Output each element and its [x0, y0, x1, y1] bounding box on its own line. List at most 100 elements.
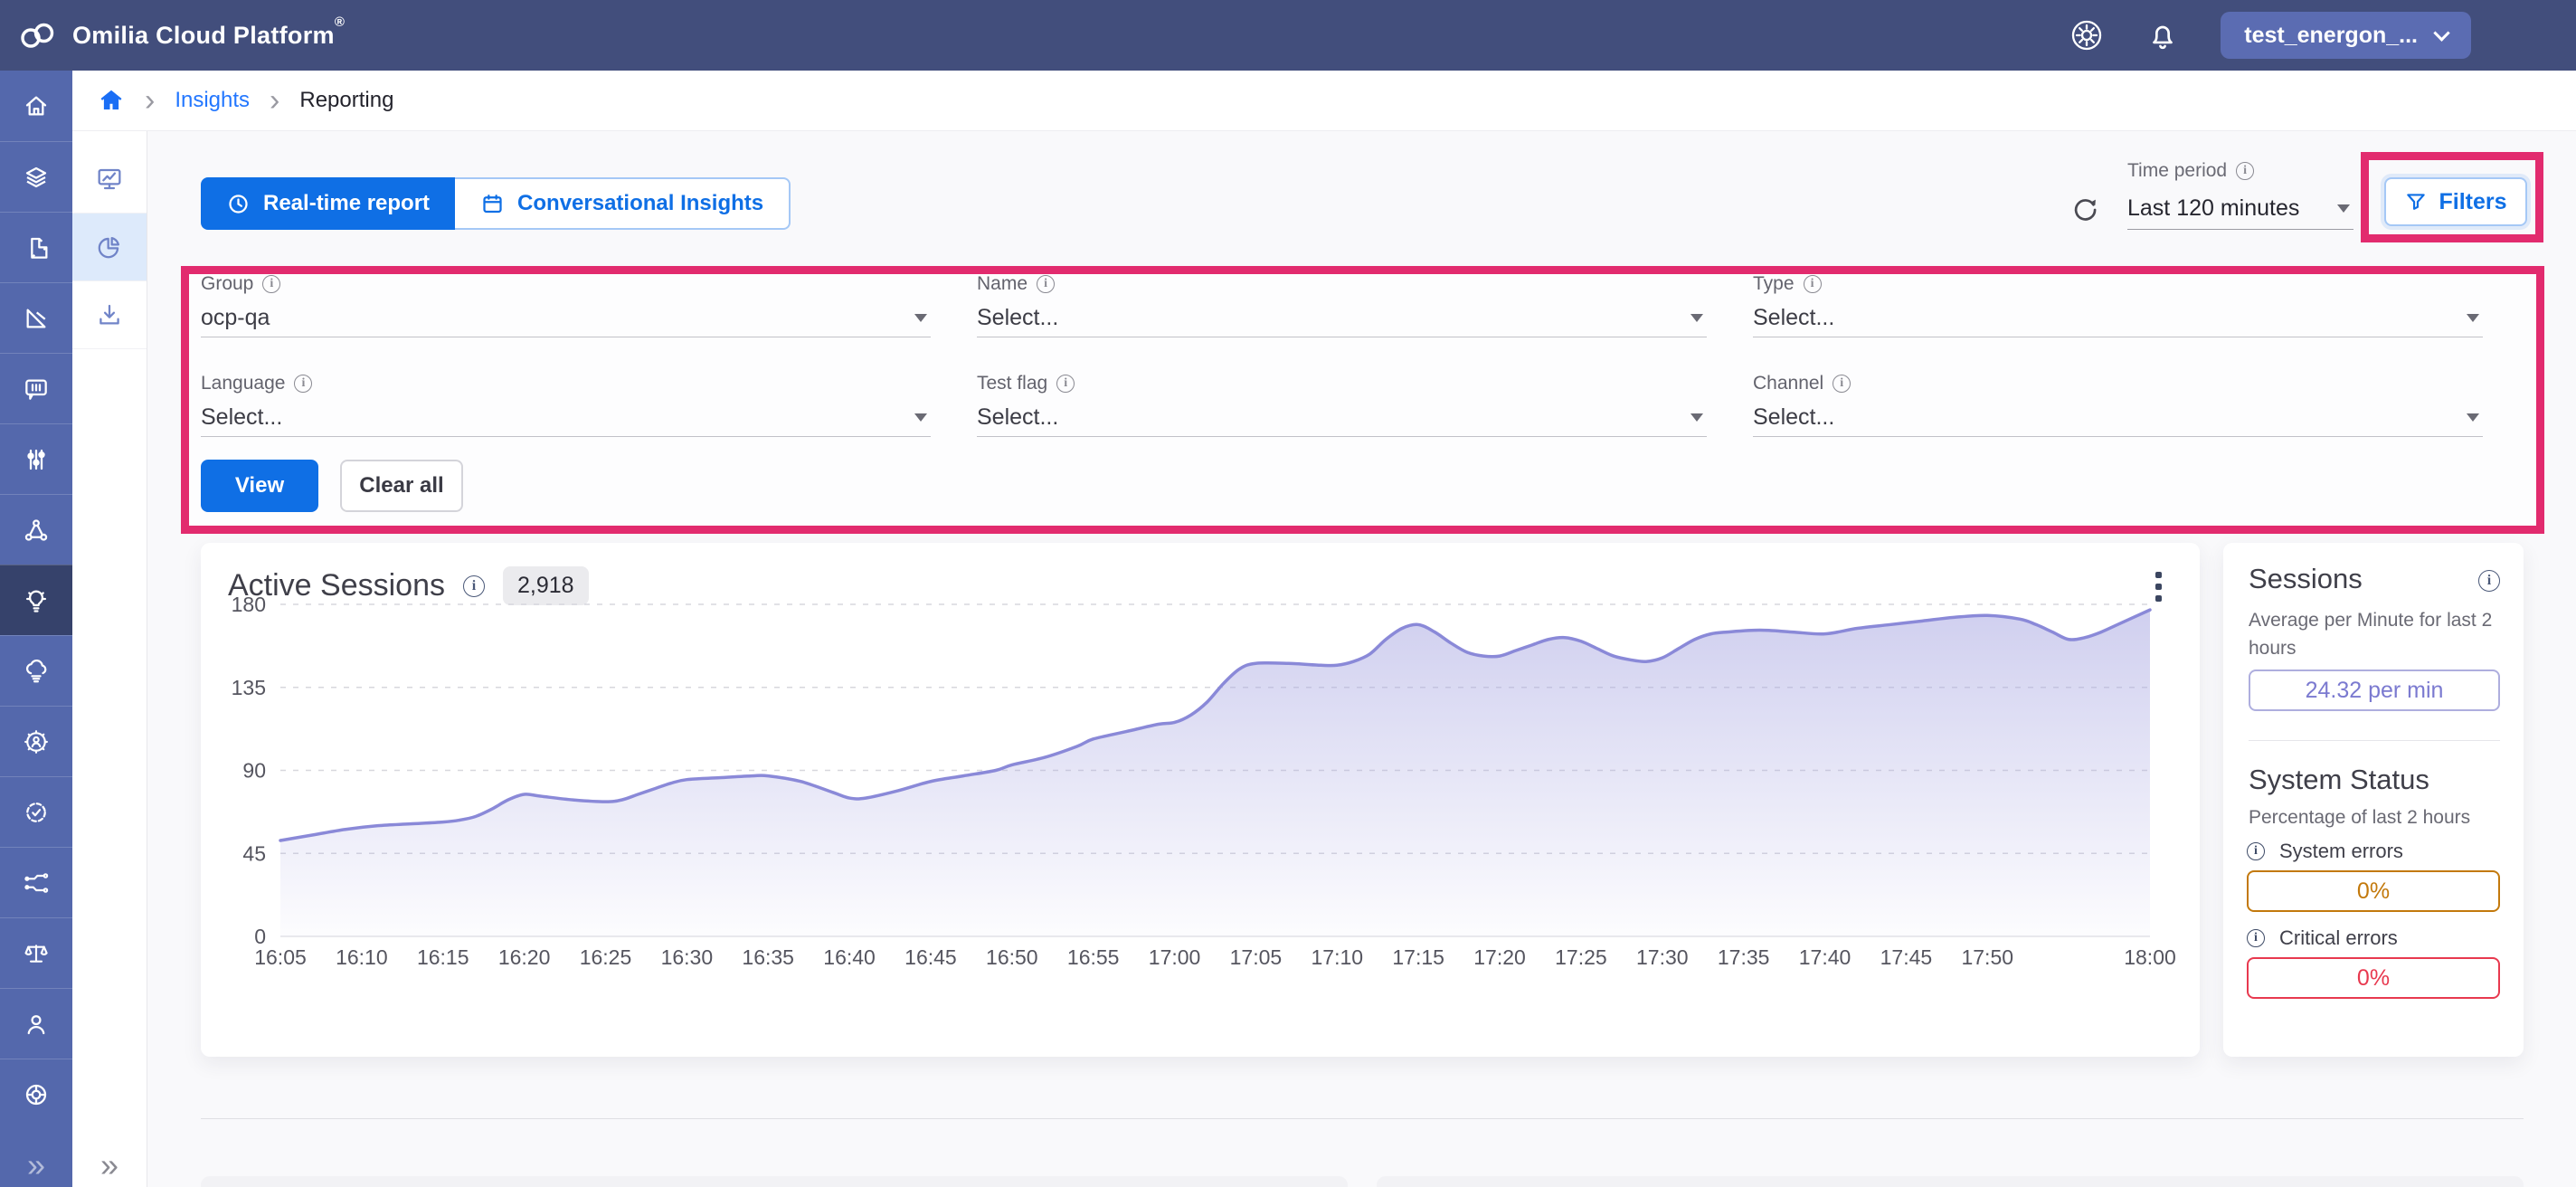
sidebar-item-insights[interactable] — [0, 565, 72, 635]
brand-title: Omilia Cloud Platform® — [72, 14, 346, 49]
group-select[interactable]: ocp-qa — [201, 302, 931, 337]
view-button[interactable]: View — [201, 460, 318, 512]
sidebar-item-support[interactable] — [0, 1059, 72, 1129]
breadcrumb: Insights Reporting — [72, 71, 2576, 131]
select-caret-icon — [2337, 204, 2350, 213]
sidebar-item-cloud-services[interactable] — [0, 635, 72, 706]
svg-text:16:55: 16:55 — [1067, 945, 1120, 969]
info-icon[interactable] — [1833, 375, 1852, 393]
info-icon[interactable] — [262, 275, 281, 293]
active-sessions-card: Active Sessions 2,918 0 45 90 135 180 16:05 16… — [201, 543, 2200, 1057]
tab-real-time-report[interactable]: Real-time report — [201, 177, 456, 230]
svg-text:17:45: 17:45 — [1880, 945, 1933, 969]
conversation-icon — [25, 379, 47, 400]
total-sessions-badge: 2,918 — [503, 566, 589, 605]
filter-field-test-flag: Test flag Select... — [977, 373, 1707, 437]
channel-select[interactable]: Select... — [1753, 402, 2483, 437]
sidebar-item-integrations[interactable] — [0, 847, 72, 917]
refresh-icon[interactable] — [2069, 194, 2101, 226]
sidebar-item-reporting[interactable] — [72, 214, 147, 281]
breadcrumb-link-insights[interactable]: Insights — [175, 88, 251, 112]
clear-all-button[interactable]: Clear all — [340, 460, 463, 512]
section-divider — [201, 1118, 2524, 1119]
test-flag-select[interactable]: Select... — [977, 402, 1707, 437]
name-select[interactable]: Select... — [977, 302, 1707, 337]
brand: Omilia Cloud Platform® — [16, 14, 346, 51]
time-period-control: Time period Last 120 minutes — [2127, 160, 2353, 230]
badge-check-icon — [26, 802, 46, 822]
critical-errors-row: Critical errors — [2247, 926, 2398, 950]
secondary-sidebar — [72, 131, 147, 1187]
report-tabs: Real-time report Conversational Insights — [201, 177, 791, 230]
sidebar-item-layers[interactable] — [0, 141, 72, 212]
language-select[interactable]: Select... — [201, 402, 931, 437]
topbar: Omilia Cloud Platform® test_energon_... — [0, 0, 2576, 71]
filter-field-name: Name Select... — [977, 273, 1707, 337]
sidebar-item-tuning[interactable] — [0, 423, 72, 494]
primary-rail-collapse-icon[interactable] — [0, 1149, 72, 1182]
sidebar-item-conversations[interactable] — [0, 353, 72, 423]
insights-bulb-icon — [26, 589, 46, 612]
download-icon — [99, 304, 119, 325]
svg-text:16:05: 16:05 — [254, 945, 307, 969]
average-per-min-value: 24.32 per min — [2249, 669, 2500, 711]
svg-text:16:50: 16:50 — [986, 945, 1038, 969]
info-icon[interactable] — [1056, 375, 1075, 393]
active-sessions-chart: 0 45 90 135 180 16:05 16:10 16:15 16:20 16:25 16:3… — [232, 597, 2176, 969]
chart-title: Active Sessions — [228, 568, 445, 603]
filters-panel — [181, 266, 2544, 534]
home-icon[interactable] — [98, 87, 125, 114]
tenant-name: test_energon_... — [2244, 22, 2418, 48]
settings-gear-icon[interactable] — [2069, 17, 2105, 53]
calendar-icon — [483, 194, 502, 213]
home-icon — [25, 96, 47, 116]
info-icon[interactable] — [2236, 162, 2255, 180]
filters-button[interactable]: Filters — [2384, 177, 2527, 226]
sidebar-item-compliance[interactable] — [0, 917, 72, 988]
notifications-bell-icon[interactable] — [2145, 17, 2181, 53]
svg-text:17:25: 17:25 — [1555, 945, 1607, 969]
critical-errors-value: 0% — [2247, 957, 2500, 999]
info-icon[interactable] — [1037, 275, 1056, 293]
select-caret-icon — [914, 313, 927, 322]
info-icon[interactable] — [2247, 842, 2265, 860]
info-icon[interactable] — [463, 575, 485, 597]
select-caret-icon — [2467, 413, 2479, 422]
time-period-select[interactable]: Last 120 minutes — [2127, 195, 2353, 230]
sidebar-item-pipeline[interactable] — [0, 212, 72, 282]
info-icon[interactable] — [2478, 570, 2500, 592]
sessions-subtitle: Average per Minute for last 2 hours — [2249, 610, 2493, 659]
svg-text:18:00: 18:00 — [2124, 945, 2176, 969]
sidebar-item-quality[interactable] — [0, 776, 72, 847]
system-status-title: System Status — [2249, 764, 2429, 795]
sidebar-item-design-tools[interactable] — [0, 282, 72, 353]
sidebar-item-profile[interactable] — [0, 988, 72, 1059]
info-icon[interactable] — [1803, 275, 1822, 293]
sidebar-item-dashboard[interactable] — [72, 146, 147, 214]
network-icon — [24, 518, 48, 541]
tenant-selector[interactable]: test_energon_... — [2221, 12, 2471, 59]
secondary-rail-collapse-icon[interactable] — [72, 1149, 147, 1182]
system-status-subtitle: Percentage of last 2 hours — [2249, 807, 2471, 828]
type-select[interactable]: Select... — [1753, 302, 2483, 337]
info-icon[interactable] — [2247, 929, 2265, 947]
circuit-icon — [24, 872, 49, 893]
info-icon[interactable] — [294, 375, 313, 393]
sidebar-item-network[interactable] — [0, 494, 72, 565]
svg-text:16:40: 16:40 — [823, 945, 876, 969]
svg-text:45: 45 — [242, 841, 266, 865]
sidebar-item-home[interactable] — [0, 71, 72, 141]
sessions-title: Sessions — [2249, 563, 2363, 594]
svg-text:17:05: 17:05 — [1230, 945, 1283, 969]
svg-text:17:40: 17:40 — [1799, 945, 1852, 969]
sidebar-item-user-settings[interactable] — [0, 706, 72, 776]
svg-text:17:35: 17:35 — [1718, 945, 1770, 969]
kebab-menu-icon[interactable] — [2155, 572, 2162, 602]
panel-divider — [2249, 740, 2500, 741]
support-ring-icon — [25, 1084, 47, 1105]
svg-text:180: 180 — [232, 597, 266, 616]
tab-conversational-insights[interactable]: Conversational Insights — [455, 177, 791, 230]
time-period-label: Time period — [2127, 160, 2353, 182]
sidebar-item-downloads[interactable] — [72, 281, 147, 349]
main-content: Real-time report Conversational Insights… — [147, 131, 2576, 1187]
